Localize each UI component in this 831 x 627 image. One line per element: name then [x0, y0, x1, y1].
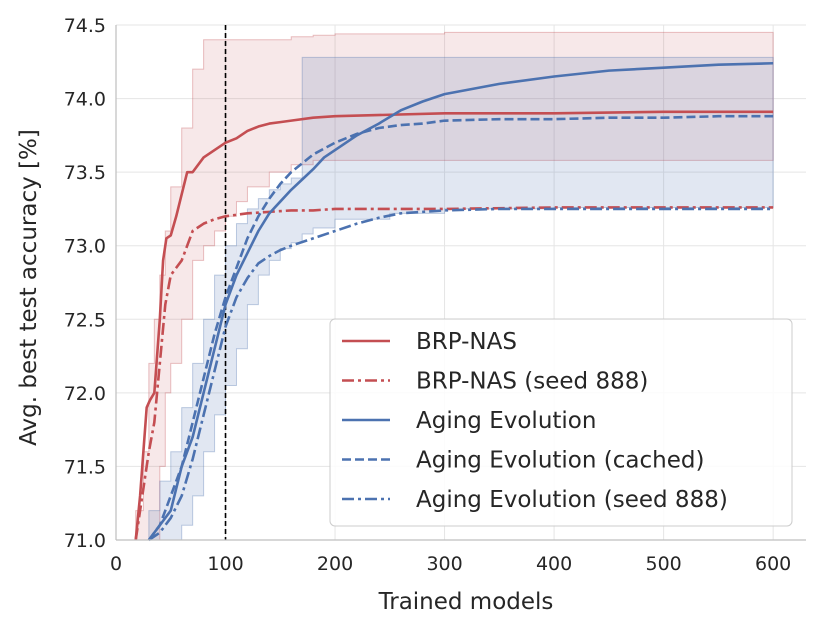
series-line-3: [147, 114, 774, 541]
legend-label-0: BRP-NAS: [416, 329, 517, 355]
legend-label-4: Aging Evolution (seed 888): [416, 487, 728, 513]
x-tick-label: 400: [536, 553, 572, 575]
y-tick-label: 74.0: [64, 89, 106, 111]
tick-labels: 0 100 200 300 400 500 600 71.0 71.5 72.0 72.5 73.0 7…: [64, 15, 792, 575]
y-tick-label: 71.0: [64, 530, 106, 552]
x-tick-label: 600: [755, 553, 791, 575]
y-tick-label: 72.0: [64, 383, 106, 405]
series-line-0: [134, 110, 774, 541]
y-axis-title: Avg. best test accuracy [%]: [16, 129, 42, 446]
y-tick-label: 71.5: [64, 456, 106, 478]
y-tick-label: 73.0: [64, 236, 106, 258]
x-tick-label: 200: [317, 553, 353, 575]
axes: [115, 25, 806, 541]
series-line-2: [147, 61, 774, 541]
x-tick-label: 500: [645, 553, 681, 575]
series-line-4: [148, 207, 774, 542]
x-axis-title: Trained models: [378, 589, 554, 615]
legend-label-1: BRP-NAS (seed 888): [416, 369, 648, 395]
series-line-1: [134, 206, 774, 541]
legend: BRP-NAS BRP-NAS (seed 888) Aging Evolution…: [329, 318, 793, 527]
legend-box: [329, 318, 793, 527]
x-tick-label: 300: [426, 553, 462, 575]
legend-label-2: Aging Evolution: [416, 408, 596, 434]
y-tick-label: 74.5: [64, 15, 106, 37]
x-tick-label: 0: [110, 553, 122, 575]
legend-label-3: Aging Evolution (cached): [416, 448, 704, 474]
x-tick-label: 100: [207, 553, 243, 575]
y-tick-label: 72.5: [64, 309, 106, 331]
y-tick-label: 73.5: [64, 162, 106, 184]
band-0: [135, 31, 774, 541]
series-lines: [134, 61, 774, 542]
